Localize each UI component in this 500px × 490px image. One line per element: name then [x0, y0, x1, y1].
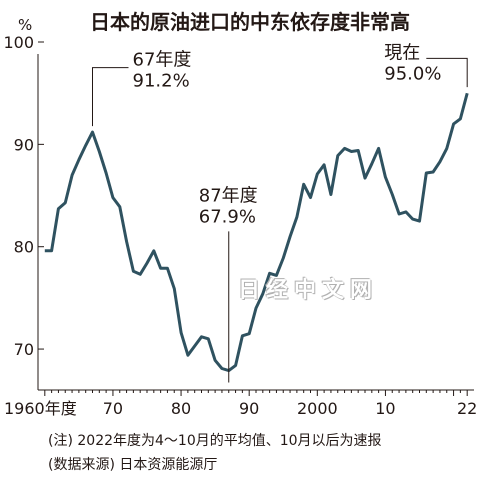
data-series-line [44, 92, 469, 373]
annotation-label: 87年度 [199, 185, 258, 206]
x-tick-label: 90 [239, 399, 259, 418]
x-tick-label: 22 [457, 399, 477, 418]
chart-title: 日本的原油进口的中东依存度非常高 [90, 10, 410, 34]
x-tick-label: 2000 [297, 399, 338, 418]
y-tick-label: 80 [14, 238, 34, 257]
annotation-label: 95.0% [384, 63, 441, 84]
x-tick-label: 10 [375, 399, 395, 418]
x-tick-label: 70 [103, 399, 123, 418]
y-tick-label: 100 [3, 33, 34, 52]
data-source: (数据来源) 日本资源能源厅 [48, 457, 218, 473]
y-axis-unit: % [18, 16, 32, 34]
annotation-leader [426, 57, 468, 88]
annotation-label: 現在 [384, 42, 420, 63]
annotation-label: 67年度 [133, 50, 192, 71]
annotation-label: 91.2% [133, 71, 190, 92]
x-tick-label: 1960年度 [4, 399, 77, 418]
footnote: (注) 2022年度为4～10月的平均值、10月以后为速报 [48, 433, 382, 449]
annotation-leader [92, 67, 129, 127]
y-tick-label: 90 [14, 135, 34, 154]
watermark: 日经中文网 [238, 278, 379, 303]
x-tick-label: 80 [171, 399, 191, 418]
annotation-label: 67.9% [199, 206, 256, 227]
y-tick-label: 70 [14, 340, 34, 359]
